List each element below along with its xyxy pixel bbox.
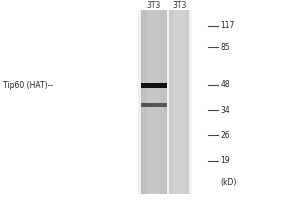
Text: 19: 19 [220,156,230,165]
Text: 26: 26 [220,131,230,140]
Bar [147,10,160,194]
Bar [141,103,167,107]
Text: 3T3: 3T3 [172,1,186,10]
Text: (kD): (kD) [220,178,237,187]
Bar [169,10,189,194]
Bar [173,10,185,194]
Bar [138,10,192,194]
Text: 85: 85 [220,43,230,52]
Bar [141,10,167,194]
Text: 3T3: 3T3 [147,1,161,10]
Text: Tip60 (HAT)--: Tip60 (HAT)-- [3,81,53,90]
Text: 48: 48 [220,80,230,89]
Bar [141,83,167,88]
Text: 34: 34 [220,106,230,115]
Text: 117: 117 [220,21,235,30]
